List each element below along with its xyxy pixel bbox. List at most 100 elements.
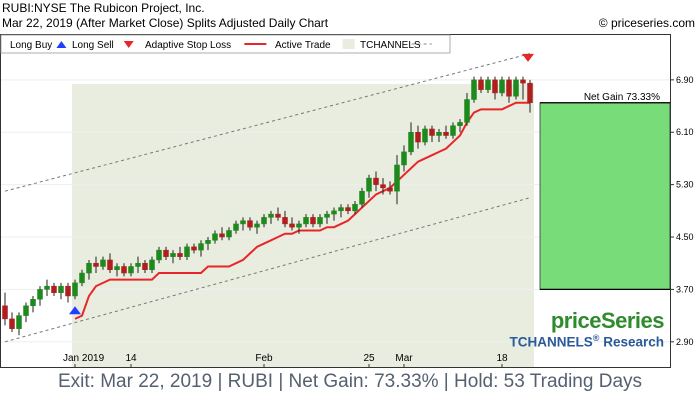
candle-body — [205, 240, 211, 244]
candle-body — [93, 262, 99, 267]
candle-body — [373, 177, 379, 185]
net-gain-label: Net Gain 73.33% — [584, 92, 660, 103]
candle — [100, 256, 106, 270]
x-tick-label: 18 — [496, 353, 508, 364]
candle-body — [149, 259, 155, 271]
candle-body — [422, 128, 428, 143]
candle — [394, 155, 400, 205]
tchannels-research-label: TCHANNELS® Research — [509, 333, 664, 350]
candle-body — [317, 217, 323, 225]
candle-body — [156, 249, 162, 261]
candle — [513, 76, 519, 100]
candle — [191, 243, 197, 254]
candle-body — [289, 223, 295, 228]
candle-body — [142, 262, 148, 271]
copyright-link[interactable]: © priceseries.com — [598, 16, 695, 30]
candle — [65, 282, 71, 303]
candle — [219, 227, 225, 241]
candle-body — [457, 122, 463, 126]
candle-body — [366, 177, 372, 192]
candle — [149, 256, 155, 274]
candle — [135, 256, 141, 274]
candle-body — [212, 233, 218, 241]
candle — [2, 292, 8, 326]
candle — [296, 220, 302, 234]
candle — [268, 210, 274, 224]
candle — [114, 263, 120, 277]
legend-label: Active Trade — [275, 40, 331, 51]
candle — [310, 214, 316, 228]
candle — [275, 207, 281, 221]
candle-body — [275, 213, 281, 218]
candle — [240, 217, 246, 231]
legend-label: Long Sell — [72, 40, 114, 51]
candle — [527, 79, 533, 113]
candle-body — [359, 190, 365, 205]
candle-body — [478, 79, 484, 90]
candle-body — [128, 266, 134, 274]
legend-label: TCHANNELS — [360, 40, 421, 51]
y-tick-label: 6.90 — [676, 75, 694, 85]
candle — [184, 243, 190, 260]
candle-body — [191, 246, 197, 251]
candle — [415, 125, 421, 149]
adaptive-stop-loss-line — [74, 101, 530, 320]
candle — [366, 174, 372, 198]
channel-upper-line — [4, 53, 531, 192]
candle-body — [100, 259, 106, 267]
y-tick-label: 6.10 — [676, 127, 694, 137]
chart-title: RUBI:NYSE The Rubicon Project, Inc. — [2, 1, 205, 15]
candle-body — [303, 217, 309, 225]
y-tick-label: 5.30 — [676, 180, 694, 190]
candle — [212, 230, 218, 244]
candle — [457, 119, 463, 133]
candle-body — [247, 220, 253, 228]
candle-body — [9, 318, 15, 329]
candle-body — [352, 204, 358, 212]
channel-lower-line — [4, 197, 531, 343]
candle-body — [261, 217, 267, 225]
candle — [478, 76, 484, 93]
trade-summary-footer: Exit: Mar 22, 2019 | RUBI | Net Gain: 73… — [57, 371, 643, 392]
candle — [289, 217, 295, 231]
candle — [380, 178, 386, 195]
candle-body — [226, 230, 232, 238]
candle — [128, 263, 134, 277]
candle-body — [331, 210, 337, 215]
candle-body — [16, 315, 22, 329]
candle-body — [170, 253, 176, 257]
candle — [324, 210, 330, 224]
candle-body — [114, 266, 120, 271]
x-tick-label: 14 — [125, 353, 137, 364]
y-tick-label: 2.90 — [676, 337, 694, 347]
candle-body — [492, 79, 498, 94]
candle-body — [51, 285, 57, 293]
candle — [142, 259, 148, 274]
candle — [345, 204, 351, 215]
candle — [156, 246, 162, 264]
candle-body — [184, 246, 190, 257]
candle-body — [254, 223, 260, 228]
candle — [485, 76, 491, 93]
candle-body — [121, 266, 127, 274]
candle-body — [240, 220, 246, 225]
candle-body — [107, 259, 113, 271]
candle-body — [408, 131, 414, 153]
active-trade-region — [72, 84, 534, 368]
x-tick-label: 25 — [363, 353, 375, 364]
candle — [205, 237, 211, 251]
candle — [107, 253, 113, 274]
candle-body — [387, 187, 393, 192]
candle — [387, 181, 393, 195]
candle-body — [464, 99, 470, 123]
candle — [317, 214, 323, 228]
candle — [170, 250, 176, 264]
candle — [443, 125, 449, 139]
candle-body — [86, 262, 92, 274]
candle-body — [506, 79, 512, 97]
legend-buy-arrow-icon — [56, 41, 67, 48]
candle — [499, 76, 505, 97]
candle — [450, 122, 456, 139]
candle — [16, 312, 22, 336]
candle — [492, 76, 498, 100]
